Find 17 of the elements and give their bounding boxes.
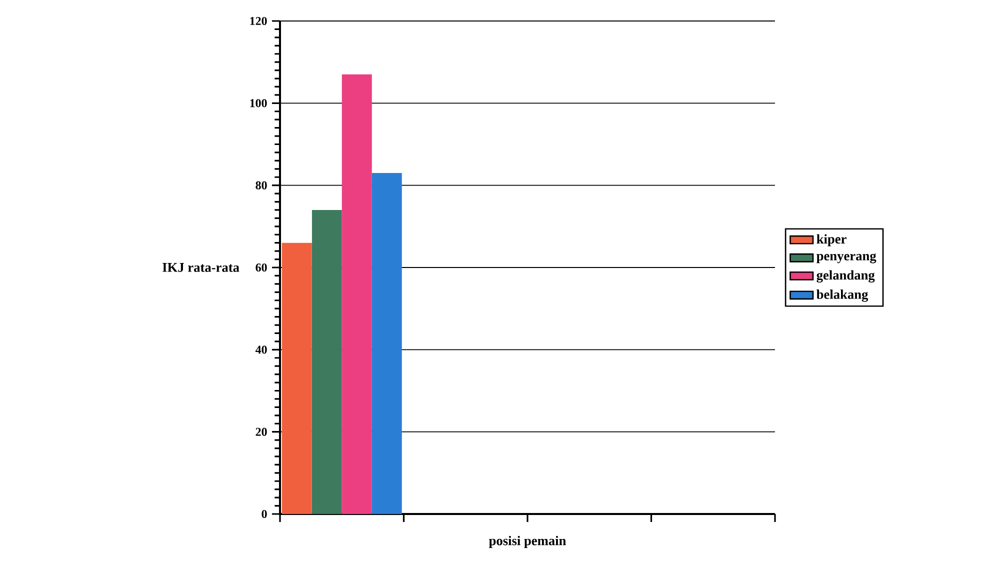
bar <box>342 74 372 514</box>
bar <box>282 242 312 514</box>
y-tick-label: 80 <box>256 181 267 190</box>
y-tick-label: 60 <box>256 263 267 272</box>
legend-label: penyerang <box>816 253 876 264</box>
legend-label: belakang <box>816 290 868 302</box>
bar <box>312 210 342 514</box>
legend-label: gelandang <box>816 270 875 282</box>
y-axis-title: IKJ rata-rata <box>162 263 240 272</box>
legend-label: kiper <box>816 234 846 246</box>
bar <box>372 173 402 514</box>
y-tick-label: 20 <box>256 428 267 436</box>
y-tick-label: 40 <box>255 346 267 354</box>
y-tick-label: 100 <box>250 99 267 108</box>
y-tick-label: 0 <box>262 510 267 518</box>
y-tick-label: 120 <box>250 16 267 26</box>
x-axis-title: posisi pemain <box>488 536 566 548</box>
